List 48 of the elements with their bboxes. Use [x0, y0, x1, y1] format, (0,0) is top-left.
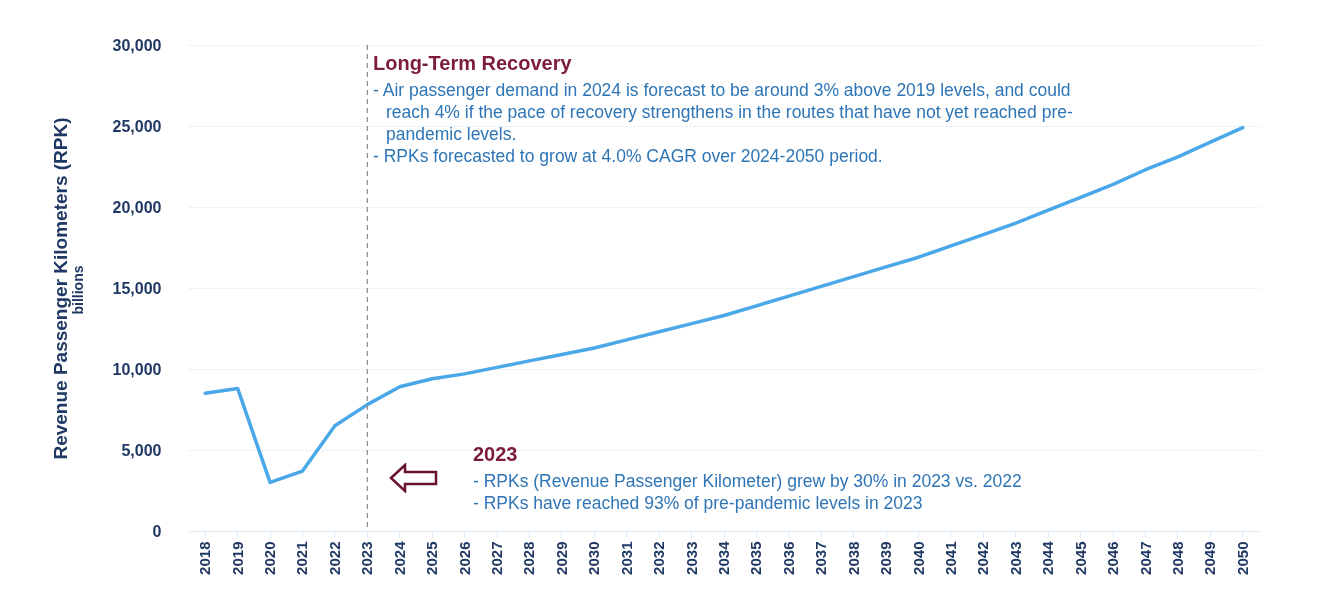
x-tick-label: 2050 — [1233, 541, 1251, 575]
x-tick-label: 2043 — [1006, 541, 1024, 575]
y-tick-label: 10,000 — [112, 360, 162, 378]
y-tick-label: 15,000 — [112, 279, 162, 297]
x-tick-label: 2029 — [552, 541, 570, 575]
x-tick-label: 2046 — [1104, 541, 1122, 575]
y-tick-label: 0 — [152, 522, 162, 540]
x-tick-label: 2027 — [488, 541, 506, 575]
x-tick-label: 2045 — [1071, 541, 1089, 575]
x-tick-label: 2019 — [228, 541, 246, 575]
x-tick-label: 2022 — [325, 541, 343, 575]
x-tick-label: 2028 — [520, 541, 538, 575]
x-tick-label: 2033 — [682, 541, 700, 575]
x-tick-label: 2048 — [1168, 541, 1186, 575]
x-tick-label: 2018 — [196, 541, 214, 575]
annotation: - RPKs (Revenue Passenger Kilometer) grew by 30% in 2023 vs. 2022 — [473, 470, 1023, 492]
x-tick-label: 2020 — [261, 541, 279, 575]
y-tick-label: 25,000 — [112, 117, 162, 135]
x-tick-label: 2039 — [877, 541, 895, 575]
x-tick-label: 2042 — [974, 541, 992, 575]
x-tick-label: 2041 — [941, 541, 959, 575]
annotation: - Air passenger demand in 2024 is forecast to be around 3% above 2019 levels, and could reach 4% if the pace of recovery strengthens in the routes that have not yet reached pre-pandemic levels. — [373, 79, 1074, 145]
x-tick-label: 2044 — [1039, 540, 1057, 575]
annotation: - RPKs forecasted to grow at 4.0% CAGR over 2024-2050 period. — [373, 145, 884, 167]
x-tick-label: 2040 — [909, 541, 927, 575]
annotation: 2023 — [473, 443, 519, 466]
y-tick-label: 20,000 — [112, 198, 162, 216]
x-tick-label: 2035 — [747, 541, 765, 575]
annotation: - RPKs have reached 93% of pre-pandemic levels in 2023 — [473, 492, 924, 514]
annotation: Long-Term Recovery — [373, 52, 573, 75]
text: billions — [70, 265, 86, 315]
x-tick-label: 2036 — [779, 541, 797, 575]
x-tick-label: 2026 — [455, 541, 473, 575]
x-tick-label: 2049 — [1201, 541, 1219, 575]
y-tick-label: 30,000 — [112, 36, 162, 54]
x-tick-label: 2031 — [617, 541, 635, 575]
x-tick-label: 2021 — [293, 541, 311, 575]
x-tick-label: 2024 — [390, 540, 408, 575]
x-tick-label: 2023 — [358, 541, 376, 575]
x-tick-label: 2030 — [585, 541, 603, 575]
y-tick-label: 5,000 — [121, 441, 162, 459]
x-tick-label: 2034 — [715, 540, 732, 575]
x-tick-label: 2047 — [1136, 541, 1154, 575]
x-tick-label: 2032 — [650, 541, 668, 575]
x-tick-label: 2037 — [812, 541, 830, 575]
y-axis-title: Revenue Passenger Kilometers (RPK) — [49, 117, 71, 460]
x-tick-label: 2025 — [423, 541, 441, 575]
x-tick-label: 2038 — [844, 541, 862, 575]
